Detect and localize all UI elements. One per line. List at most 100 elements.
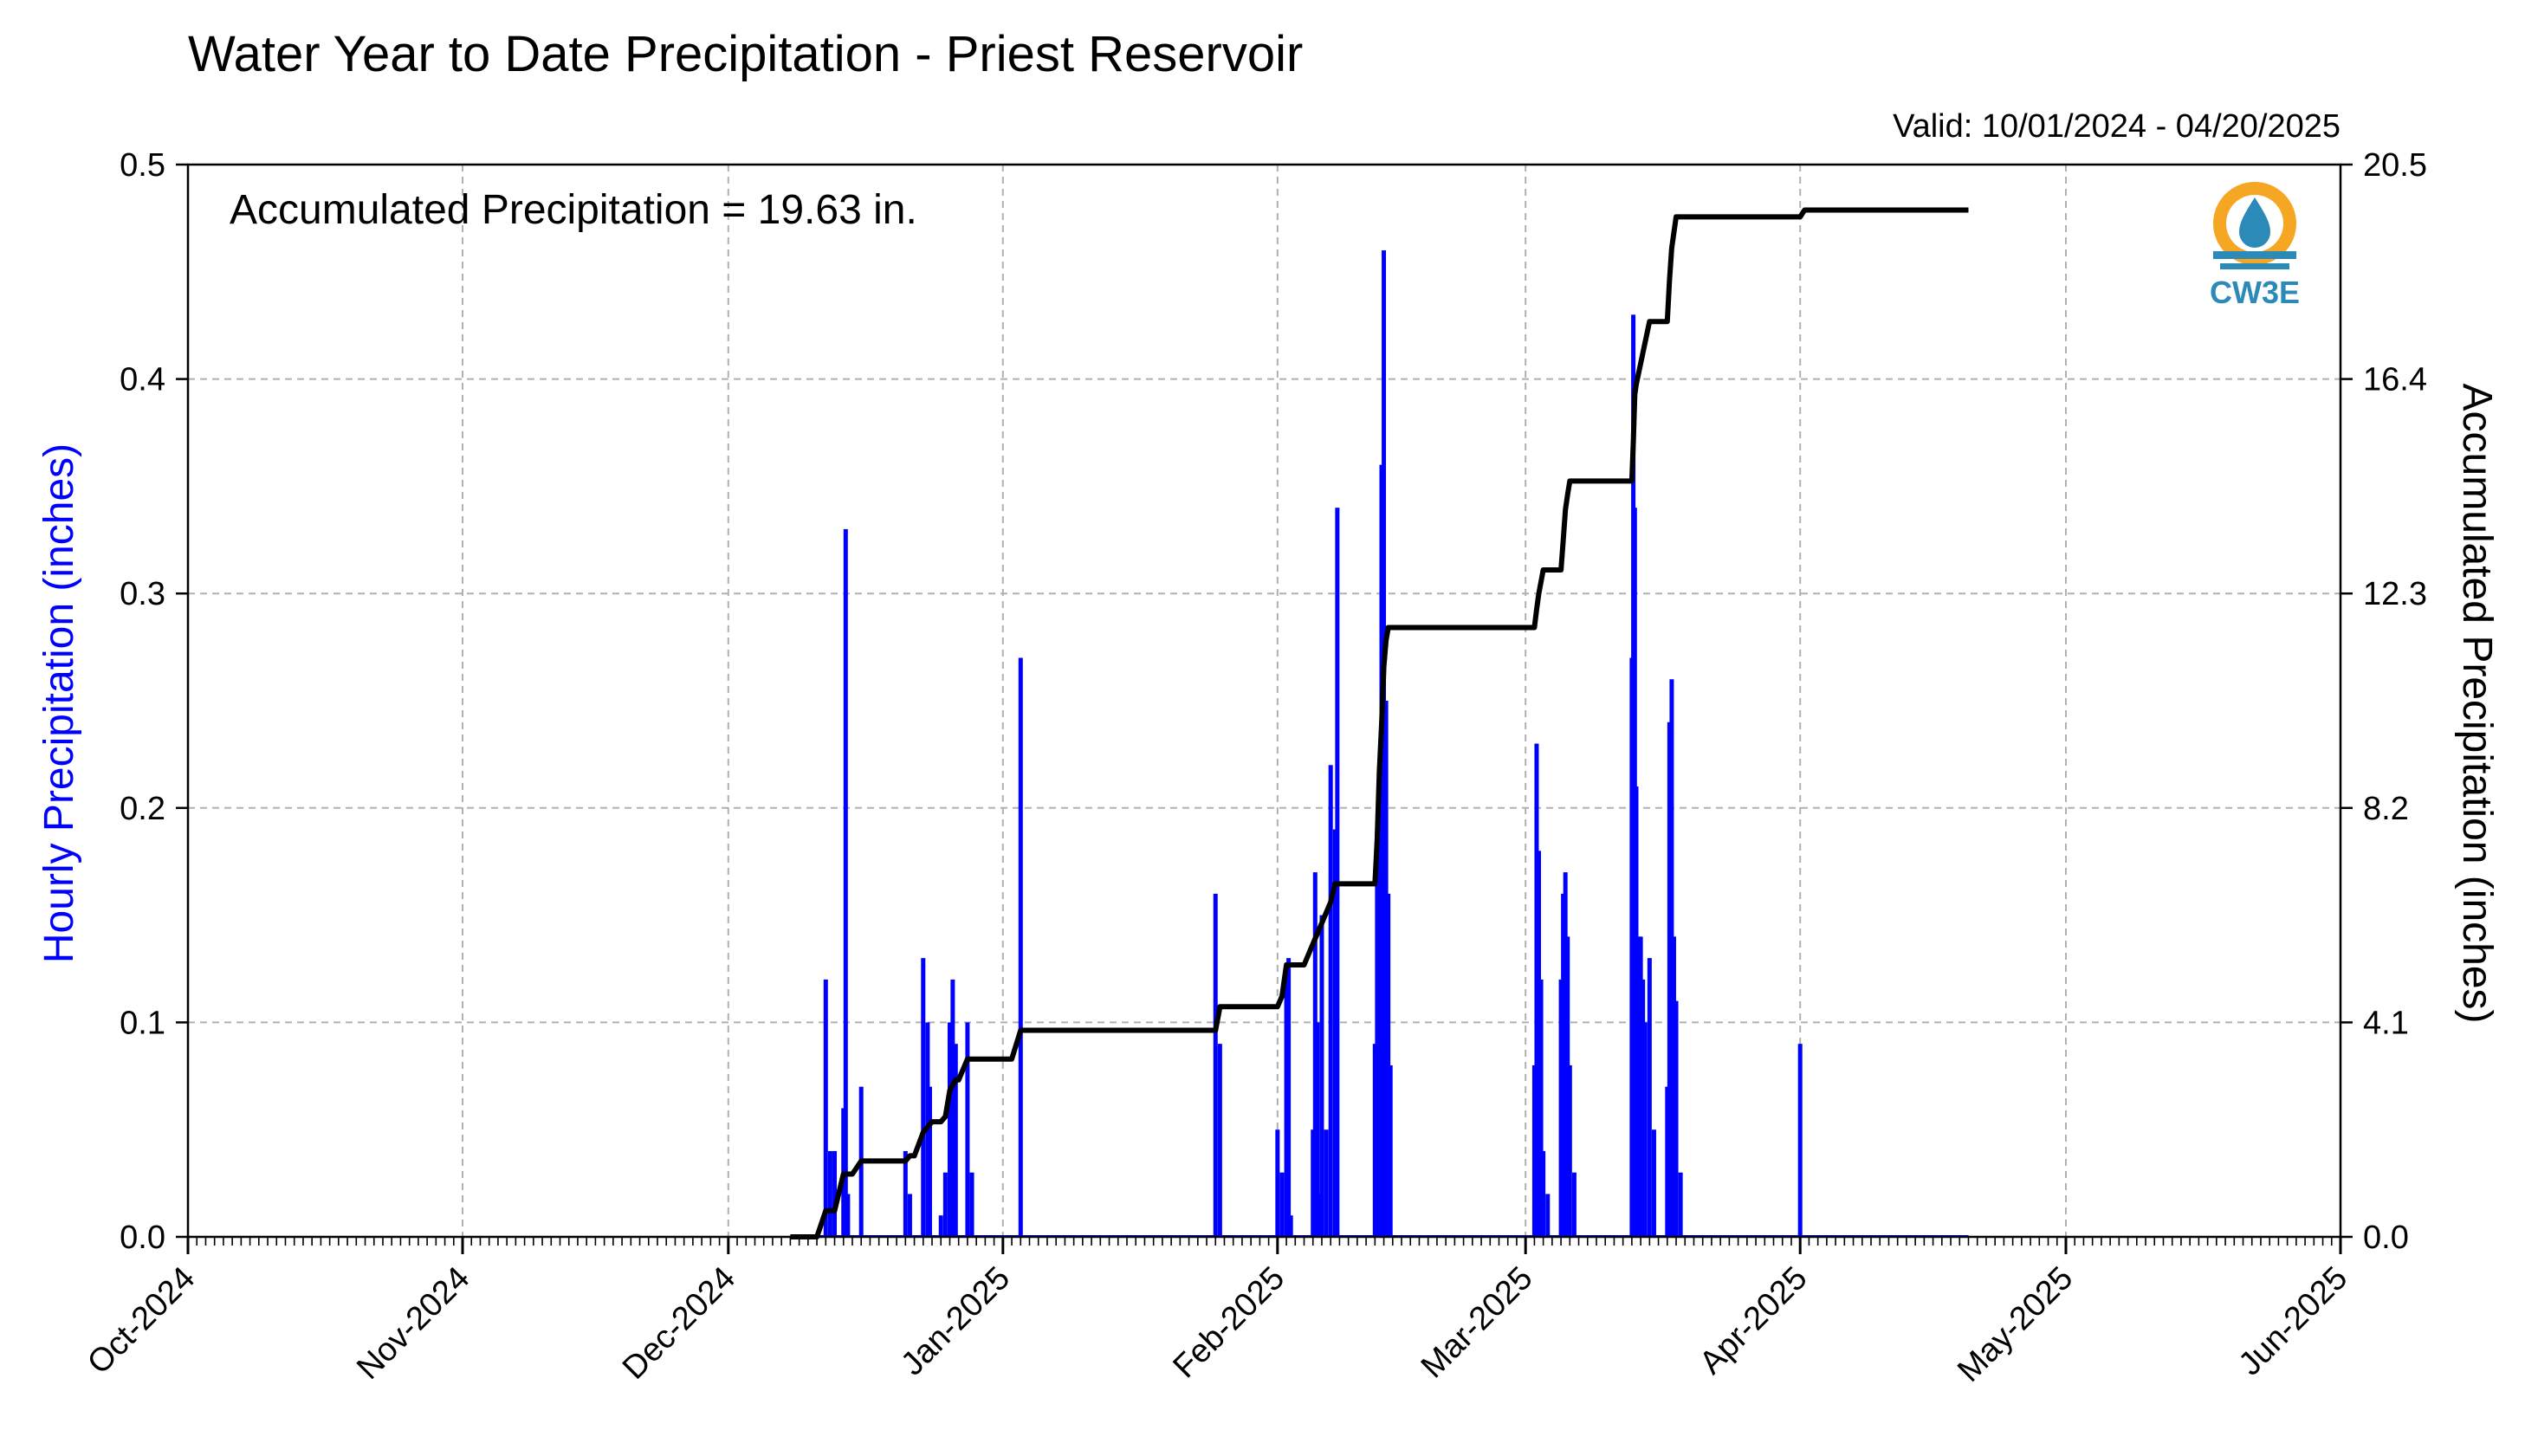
- hourly-bar: [1376, 765, 1382, 1237]
- x-tick-label: May-2025: [1951, 1260, 2080, 1389]
- hourly-bar: [1674, 1000, 1679, 1237]
- hourly-bar: [1571, 1172, 1577, 1237]
- hourly-bar: [1667, 722, 1672, 1237]
- hourly-bar: [1561, 893, 1566, 1237]
- x-tick-label: Nov-2024: [350, 1260, 476, 1387]
- hourly-bar: [1641, 979, 1646, 1237]
- hourly-bar: [1563, 872, 1568, 1237]
- hourly-bar: [1636, 936, 1641, 1237]
- hourly-bar: [1324, 1129, 1329, 1237]
- valid-date-range: Valid: 10/01/2024 - 04/20/2025: [1893, 108, 2340, 145]
- hourly-bar: [1634, 786, 1639, 1237]
- hourly-bar: [1275, 1129, 1280, 1237]
- hourly-bar: [1213, 893, 1218, 1237]
- hourly-bar: [965, 1022, 970, 1237]
- logo-text: CW3E: [2210, 275, 2300, 310]
- hourly-bar: [1388, 1064, 1393, 1237]
- hourly-bar: [1375, 851, 1380, 1237]
- hourly-bar: [1379, 464, 1384, 1237]
- y-right-tick-label: 8.2: [2363, 791, 2409, 827]
- hourly-bar: [938, 1215, 943, 1237]
- hourly-bar: [1558, 979, 1564, 1237]
- hourly-bar: [947, 1022, 952, 1237]
- x-tick-label: Jun-2025: [2232, 1260, 2355, 1383]
- hourly-bar: [1541, 1150, 1546, 1237]
- y-left-tick-label: 0.0: [120, 1220, 165, 1256]
- x-tick-label: Mar-2025: [1415, 1260, 1540, 1386]
- y-right-tick-label: 16.4: [2363, 362, 2427, 398]
- y-left-tick-label: 0.3: [120, 576, 165, 612]
- hourly-bar: [907, 1194, 912, 1237]
- hourly-bar: [1565, 936, 1570, 1237]
- x-tick-label: Jan-2025: [894, 1260, 1017, 1383]
- hourly-bar: [1538, 979, 1544, 1237]
- hourly-bar: [1642, 1022, 1648, 1237]
- axes: 0.0 0.0 0.1 4.1 0.2 8.2 0.3 12.3 0.4 16.4 0.5 20.5 O…: [81, 147, 2427, 1389]
- hourly-bar: [1317, 1194, 1322, 1237]
- y-right-tick-label: 4.1: [2363, 1005, 2409, 1041]
- y-axis-left-label: Hourly Precipitation (inches): [36, 443, 82, 963]
- hourly-bar: [1288, 1215, 1293, 1237]
- hourly-bar: [1217, 1044, 1222, 1237]
- hourly-bar: [1534, 743, 1539, 1237]
- hourly-bar: [1651, 1129, 1656, 1237]
- chart-title: Water Year to Date Precipitation - Pries…: [188, 26, 1303, 82]
- hourly-precipitation-bars: [790, 250, 1969, 1237]
- hourly-bar: [1545, 1194, 1551, 1237]
- cw3e-logo: CW3E: [2210, 182, 2300, 310]
- plot-frame: [186, 163, 2342, 1239]
- hourly-bar: [1797, 1044, 1803, 1237]
- hourly-bar: [1665, 1086, 1670, 1237]
- hourly-bar: [1315, 1022, 1320, 1237]
- x-tick-label: Feb-2025: [1166, 1260, 1292, 1386]
- accumulated-total-annotation: Accumulated Precipitation = 19.63 in.: [230, 187, 917, 233]
- hourly-bar: [1286, 958, 1292, 1237]
- hourly-bar: [1638, 936, 1643, 1237]
- hourly-bar: [921, 958, 926, 1237]
- hourly-bar: [1372, 1044, 1377, 1237]
- hourly-bar: [1018, 657, 1023, 1237]
- y-right-tick-label: 12.3: [2363, 576, 2427, 612]
- x-tick-label: Oct-2024: [81, 1260, 202, 1382]
- hourly-bar: [1678, 1172, 1683, 1237]
- logo-wave: [2213, 251, 2296, 259]
- logo-wave: [2220, 263, 2289, 269]
- hourly-bar: [1671, 936, 1676, 1237]
- hourly-bar: [1386, 893, 1391, 1237]
- hourly-bar: [845, 1194, 851, 1237]
- hourly-bar: [1567, 1064, 1572, 1237]
- grid-lines: [188, 165, 2340, 1237]
- hourly-bar: [1383, 701, 1389, 1237]
- hourly-bar: [1537, 851, 1542, 1237]
- hourly-bar: [843, 528, 848, 1237]
- water-drop-icon: [2239, 197, 2270, 248]
- hourly-bar: [950, 979, 955, 1237]
- hourly-bar: [1335, 508, 1340, 1237]
- hourly-bar: [832, 1150, 838, 1237]
- hourly-bar: [953, 1044, 958, 1237]
- hourly-bar: [903, 1150, 908, 1237]
- y-left-tick-label: 0.2: [120, 791, 165, 827]
- y-left-tick-label: 0.5: [120, 147, 165, 184]
- hourly-bar: [1328, 765, 1333, 1237]
- y-right-tick-label: 0.0: [2363, 1220, 2409, 1256]
- hourly-bar: [1669, 679, 1674, 1237]
- hourly-bar: [942, 1172, 948, 1237]
- hourly-bar: [823, 979, 828, 1237]
- accumulated-precipitation-line: [790, 207, 1969, 1239]
- hourly-bar: [1312, 872, 1318, 1237]
- hourly-bar: [1279, 1172, 1285, 1237]
- y-left-tick-label: 0.4: [120, 362, 165, 398]
- hourly-bar: [1319, 915, 1324, 1237]
- x-tick-label: Apr-2025: [1693, 1260, 1814, 1382]
- x-tick-label: Dec-2024: [616, 1260, 742, 1387]
- y-right-tick-label: 20.5: [2363, 147, 2427, 184]
- hourly-bar: [1647, 958, 1652, 1237]
- hourly-bar: [1284, 979, 1289, 1237]
- hourly-bar: [927, 1086, 932, 1237]
- hourly-bar: [1382, 250, 1387, 1237]
- y-axis-right-label: Accumulated Precipitation (inches): [2454, 383, 2500, 1023]
- hourly-bar: [1332, 829, 1337, 1237]
- hourly-bar: [827, 1150, 832, 1237]
